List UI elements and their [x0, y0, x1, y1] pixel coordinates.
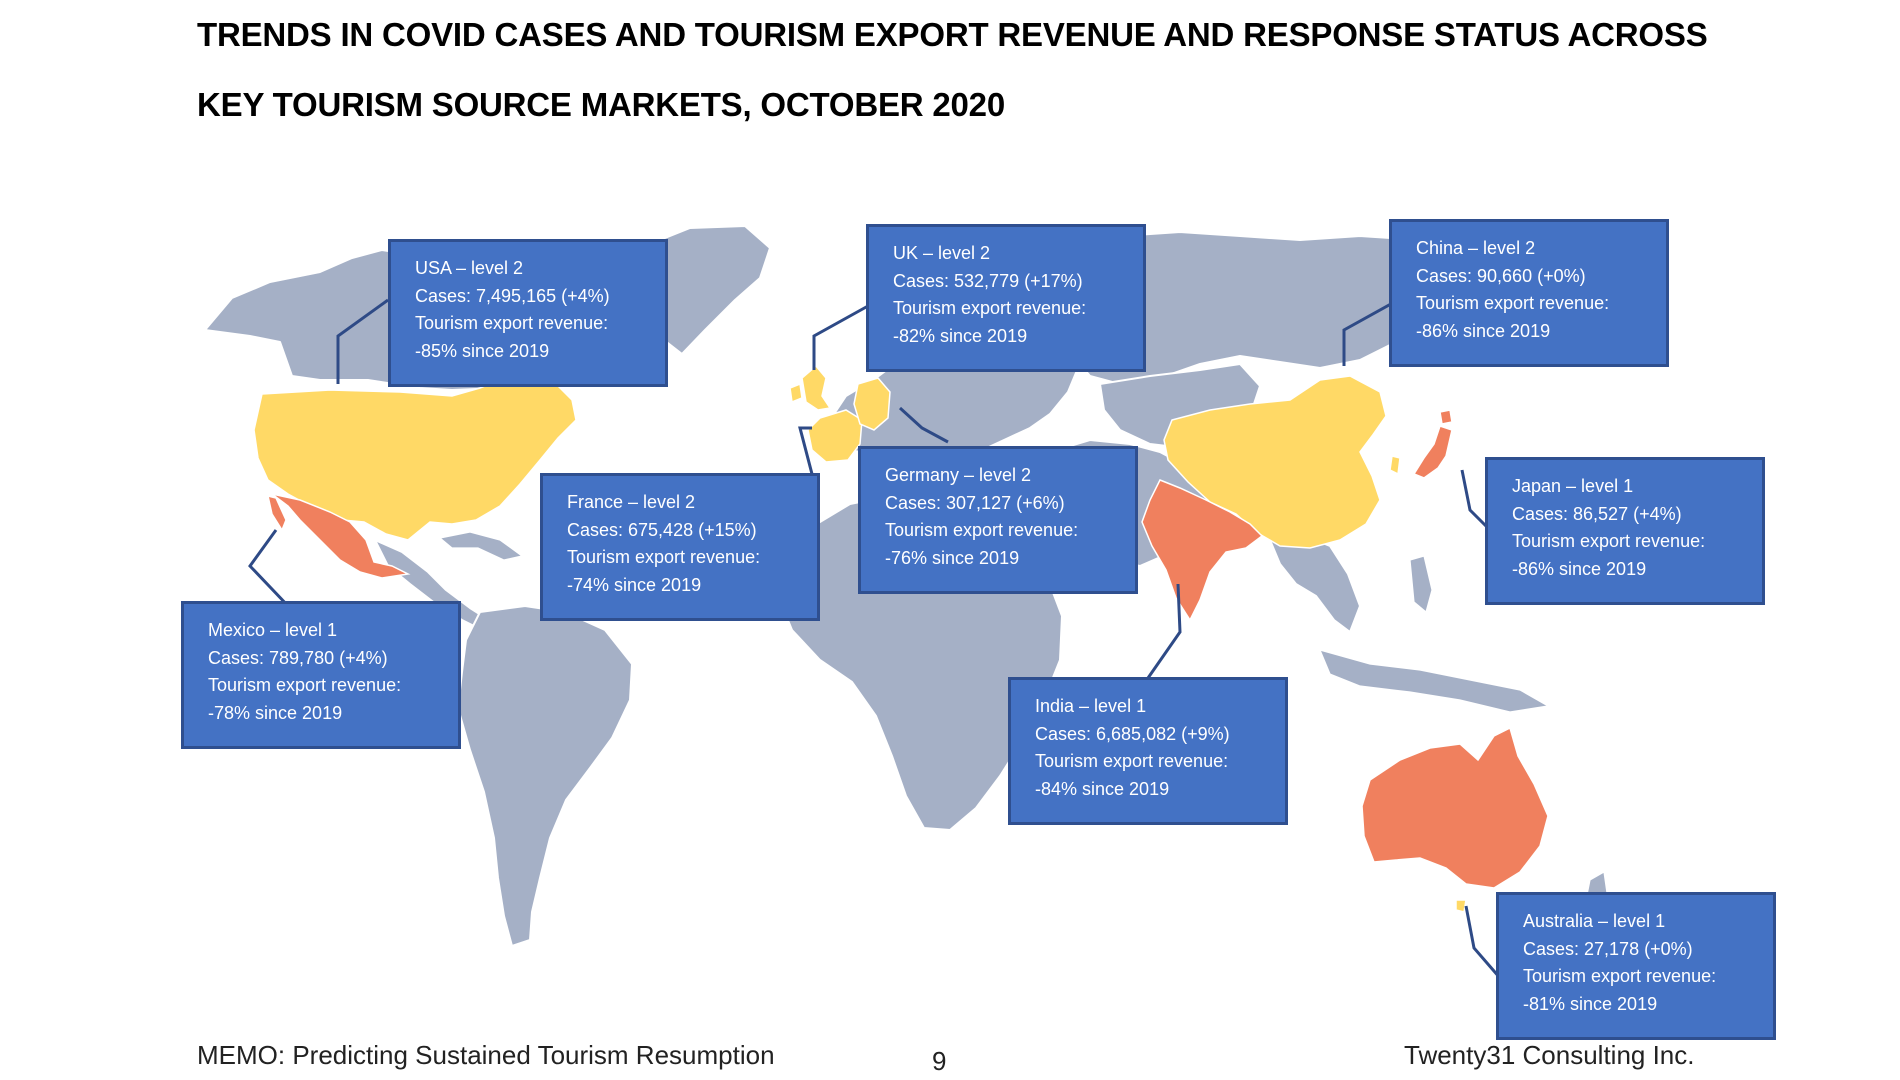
australia-shape	[1361, 726, 1549, 889]
china-heading: China – level 2	[1416, 238, 1536, 258]
japan-revenue-label: Tourism export revenue:	[1512, 531, 1706, 551]
india-heading: India – level 1	[1035, 696, 1147, 716]
france-heading: France – level 2	[567, 492, 696, 512]
australia-cases: Cases: 27,178 (+0%)	[1523, 938, 1693, 959]
leader-line-china	[1342, 298, 1399, 366]
france-cases: Cases: 675,428 (+15%)	[567, 519, 757, 540]
usa-cases: Cases: 7,495,165 (+4%)	[415, 285, 610, 306]
title-line-2: KEY TOURISM SOURCE MARKETS, OCTOBER 2020	[197, 86, 1005, 123]
caribbean-shape	[438, 531, 524, 561]
uk-revenue-label: Tourism export revenue:	[893, 298, 1087, 318]
china-shape	[1163, 375, 1387, 549]
india-cases: Cases: 6,685,082 (+9%)	[1035, 723, 1230, 744]
australia-heading: Australia – level 1	[1523, 911, 1666, 931]
mexico-cases: Cases: 789,780 (+4%)	[208, 647, 388, 668]
india-revenue-value: -84% since 2019	[1035, 778, 1170, 799]
india-shape	[1141, 479, 1264, 622]
mexico-revenue-label: Tourism export revenue:	[208, 675, 402, 695]
footer-company-name: Twenty31 Consulting Inc.	[1404, 1040, 1695, 1070]
australia-revenue-label: Tourism export revenue:	[1523, 966, 1717, 986]
france-shape	[807, 409, 863, 463]
japan-shape	[1412, 425, 1453, 479]
japan-revenue-value: -86% since 2019	[1512, 558, 1647, 579]
southeast-asia-shape	[1269, 533, 1361, 633]
indonesia-shape	[1318, 649, 1550, 713]
germany-revenue-value: -76% since 2019	[885, 547, 1020, 568]
leader-line-usa	[336, 298, 389, 384]
china-revenue-value: -86% since 2019	[1416, 320, 1551, 341]
leader-line-germany	[898, 406, 949, 444]
callout-france: France – level 2 Cases: 675,428 (+15%) T…	[540, 473, 820, 621]
germany-cases: Cases: 307,127 (+6%)	[885, 492, 1065, 513]
uk-heading: UK – level 2	[893, 243, 991, 263]
callout-china: China – level 2 Cases: 90,660 (+0%) Tour…	[1389, 219, 1669, 367]
south-america-shape	[457, 605, 633, 947]
callout-japan: Japan – level 1 Cases: 86,527 (+4%) Tour…	[1485, 457, 1765, 605]
leader-line-japan	[1460, 469, 1494, 534]
callout-germany: Germany – level 2 Cases: 307,127 (+6%) T…	[858, 446, 1138, 594]
usa-revenue-value: -85% since 2019	[415, 340, 550, 361]
callout-india: India – level 1 Cases: 6,685,082 (+9%) T…	[1008, 677, 1288, 825]
callout-australia: Australia – level 1 Cases: 27,178 (+0%) …	[1496, 892, 1776, 1040]
uk-cases: Cases: 532,779 (+17%)	[893, 270, 1083, 291]
ireland-shape	[789, 382, 803, 404]
leader-line-france	[798, 426, 814, 475]
germany-revenue-label: Tourism export revenue:	[885, 520, 1079, 540]
callout-uk: UK – level 2 Cases: 532,779 (+17%) Touri…	[866, 224, 1146, 372]
tasmania-shape	[1455, 899, 1467, 913]
india-revenue-label: Tourism export revenue:	[1035, 751, 1229, 771]
mexico-revenue-value: -78% since 2019	[208, 702, 343, 723]
leader-line-uk	[812, 304, 869, 370]
leader-line-mexico	[248, 529, 292, 610]
title-line-1: TRENDS IN COVID CASES AND TOURISM EXPORT…	[197, 16, 1708, 53]
usa-revenue-label: Tourism export revenue:	[415, 313, 609, 333]
callout-mexico: Mexico – level 1 Cases: 789,780 (+4%) To…	[181, 601, 461, 749]
germany-shape	[853, 377, 891, 431]
china-revenue-label: Tourism export revenue:	[1416, 293, 1610, 313]
germany-heading: Germany – level 2	[885, 465, 1032, 485]
mexico-shape	[271, 493, 411, 579]
page-number: 9	[932, 1046, 947, 1076]
usa-heading: USA – level 2	[415, 258, 524, 278]
japan-cases: Cases: 86,527 (+4%)	[1512, 503, 1682, 524]
leader-line-australia	[1464, 905, 1502, 979]
france-revenue-label: Tourism export revenue:	[567, 547, 761, 567]
philippines-shape	[1409, 555, 1433, 614]
footer-memo-title: MEMO: Predicting Sustained Tourism Resum…	[197, 1040, 775, 1070]
taiwan-shape	[1389, 455, 1401, 476]
mexico-heading: Mexico – level 1	[208, 620, 338, 640]
uk-shape	[801, 364, 832, 411]
france-revenue-value: -74% since 2019	[567, 574, 702, 595]
china-cases: Cases: 90,660 (+0%)	[1416, 265, 1586, 286]
australia-revenue-value: -81% since 2019	[1523, 993, 1658, 1014]
uk-revenue-value: -82% since 2019	[893, 325, 1028, 346]
callout-usa: USA – level 2 Cases: 7,495,165 (+4%) Tou…	[388, 239, 668, 387]
baja-california-shape	[267, 494, 287, 532]
japan-heading: Japan – level 1	[1512, 476, 1634, 496]
hokkaido-shape	[1439, 409, 1453, 425]
leader-line-india	[1146, 583, 1182, 679]
